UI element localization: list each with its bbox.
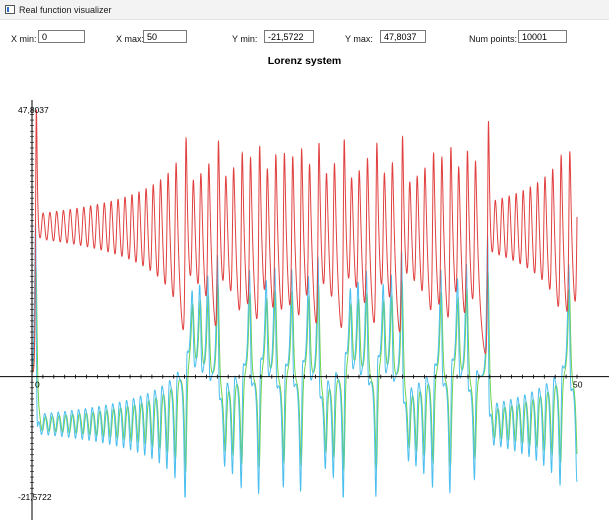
title-bar: Real function visualizer (0, 0, 609, 20)
num-points-input[interactable]: 10001 (518, 30, 567, 43)
series-line-z (31, 109, 578, 373)
series-line-x (31, 265, 578, 473)
x-max-input[interactable]: 50 (143, 30, 187, 43)
y-max-axis-label: 47,8037 (18, 105, 49, 115)
x-ticks (31, 374, 578, 379)
y-ticks (30, 114, 34, 495)
controls-bar: X min: 0 X max: 50 Y min: -21,5722 Y max… (0, 20, 609, 54)
window-icon (5, 5, 15, 14)
axes-layer (0, 100, 609, 520)
x-max-label: X max: (116, 34, 145, 44)
y-min-input[interactable]: -21,5722 (264, 30, 314, 43)
y-min-axis-label: -21,5722 (18, 492, 52, 502)
y-max-input[interactable]: 47,8037 (380, 30, 426, 43)
x-tick-label-50: 50 (573, 380, 583, 390)
num-points-label: Num points: (469, 34, 518, 44)
window-title: Real function visualizer (19, 5, 112, 15)
y-max-label: Y max: (345, 34, 373, 44)
x-min-input[interactable]: 0 (38, 30, 85, 43)
chart-title: Lorenz system (267, 55, 342, 67)
series-line-y (31, 223, 578, 498)
series-layer (31, 109, 578, 498)
x-min-label: X min: (11, 34, 37, 44)
y-min-label: Y min: (232, 34, 258, 44)
x-tick-label-0: 0 (35, 380, 40, 390)
